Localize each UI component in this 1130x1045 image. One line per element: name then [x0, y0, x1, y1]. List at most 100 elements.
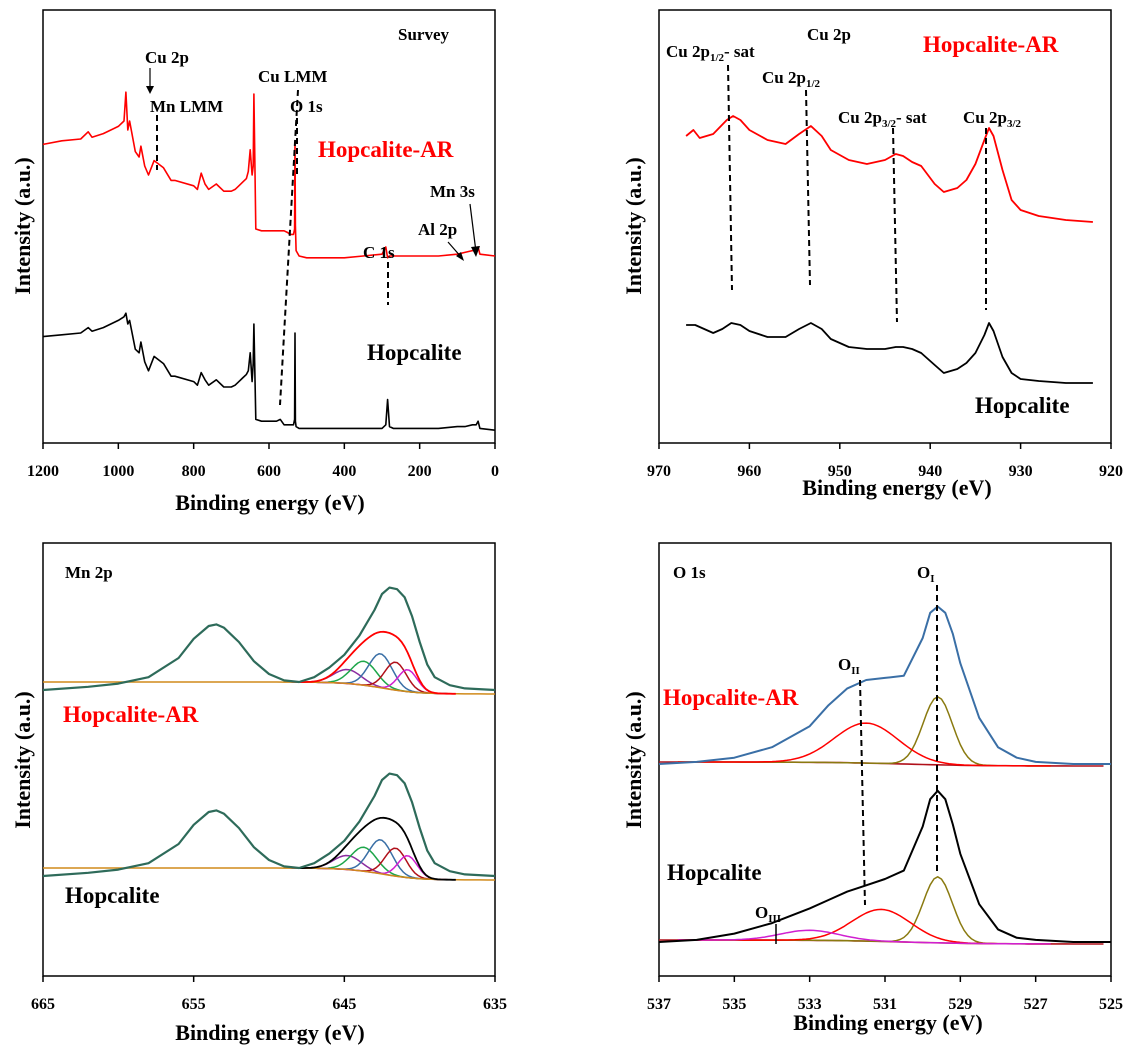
cu-2p32-sat-main: Cu 2p: [838, 108, 882, 127]
cu-2p32-sat-label: Cu 2p3/2- sat: [838, 108, 927, 130]
survey-xtick-label: 1200: [27, 463, 59, 480]
c1s-label: C 1s: [363, 243, 395, 262]
survey-xlabel: Binding energy (eV): [175, 490, 364, 515]
oii-dashed-line: [859, 679, 866, 906]
o1s-xtick-label: 537: [647, 996, 671, 1013]
tick-layer: 1200 1000 800 600 400 200 0 970 960 950 940 930 920 6…: [27, 443, 1123, 1013]
cu-lmm-label: Cu LMM: [258, 67, 327, 86]
mn2p-xlabel: Binding energy (eV): [175, 1020, 364, 1045]
curve-layer: [42, 91, 1111, 945]
o1s-xtick-label: 531: [873, 996, 897, 1013]
mn2p-xtick-label: 665: [31, 996, 55, 1013]
cu-2p32-label: Cu 2p3/2: [963, 108, 1021, 130]
survey-hopcalite-label: Hopcalite: [367, 340, 462, 365]
cu2p-xtick-label: 970: [647, 463, 671, 480]
survey-xtick-label: 600: [257, 463, 281, 480]
oiii-sub: III: [768, 913, 781, 925]
cu2p-xtick-label: 940: [918, 463, 942, 480]
o1s-xtick-label: 527: [1024, 996, 1048, 1013]
cu2p-hopcalite-ar-label: Hopcalite-AR: [923, 32, 1059, 57]
survey-xtick-label: 1000: [102, 463, 134, 480]
oiii-label: OIII: [755, 903, 781, 925]
o1s-xtick-label: 529: [948, 996, 972, 1013]
mn2p-ylabel: Intensity (a.u.): [10, 691, 35, 829]
survey-title: Survey: [398, 25, 450, 44]
oii-sub: II: [851, 665, 860, 677]
mn2p-hopcalite-ar-label: Hopcalite-AR: [63, 702, 199, 727]
cu-2p32-main: Cu 2p: [963, 108, 1007, 127]
mn2p-plot-frame: [42, 542, 496, 977]
mn2p-xtick-label: 645: [332, 996, 356, 1013]
o1s-ar-component-1: [677, 722, 1051, 767]
o1s-hop-envelope: [658, 789, 1111, 943]
oi-main: O: [917, 563, 930, 582]
cu-2p12-label: Cu 2p1/2: [762, 68, 820, 90]
survey-ylabel: Intensity (a.u.): [10, 157, 35, 295]
o1s-xtick-label: 535: [722, 996, 746, 1013]
o1s-peak-label: O 1s: [290, 97, 323, 116]
cu-2p32-sub: 3/2: [1007, 118, 1022, 130]
cu-lmm-dashed-line: [279, 89, 299, 406]
o1s-hopcalite-label: Hopcalite: [667, 860, 762, 885]
survey-xtick-label: 0: [491, 463, 499, 480]
cu-2p32-sat-dashed-line: [892, 127, 898, 323]
mn2p-hop-background: [43, 867, 495, 881]
mn-lmm-label: Mn LMM: [150, 97, 223, 116]
mn2p-title: Mn 2p: [65, 563, 113, 582]
mn2p-ar-data-line: [42, 586, 496, 692]
cu2p-xtick-label: 930: [1009, 463, 1033, 480]
cu2p-ylabel: Intensity (a.u.): [621, 157, 646, 295]
cu2p-plot-frame: [658, 9, 1112, 444]
oi-sub: I: [930, 573, 934, 585]
cu-2p12-sat-tail: - sat: [724, 42, 755, 61]
cu2p-xtick-label: 950: [828, 463, 852, 480]
mn2p-ar-component-1: [291, 660, 455, 695]
cu-2p12-sat-label: Cu 2p1/2- sat: [666, 42, 755, 64]
cu2p-hopcalite-label: Hopcalite: [975, 393, 1070, 418]
survey-xtick-label: 400: [332, 463, 356, 480]
o1s-xtick-label: 525: [1099, 996, 1123, 1013]
cu-2p32-sat-sub: 3/2: [882, 118, 897, 130]
o1s-xlabel: Binding energy (eV): [793, 1010, 982, 1035]
cu-2p12-sat-dashed-line: [727, 64, 733, 291]
survey-hopcalite-ar-label: Hopcalite-AR: [318, 137, 454, 162]
mn2p-hop-envelope: [299, 816, 456, 881]
mn2p-hop-data-line: [42, 772, 496, 878]
mn2p-ar-envelope: [299, 630, 456, 695]
mn2p-hop-component-1: [291, 846, 455, 881]
o1s-xtick-label: 533: [798, 996, 822, 1013]
mn2p-hopcalite-label: Hopcalite: [65, 883, 160, 908]
al2p-arrowhead: [456, 252, 464, 261]
o1s-ylabel: Intensity (a.u.): [621, 691, 646, 829]
cu2p-peak-label: Cu 2p: [145, 48, 189, 67]
cu-2p12-sat-main: Cu 2p: [666, 42, 710, 61]
mn2p-xtick-label: 655: [182, 996, 206, 1013]
o1s-hop-component-2: [677, 929, 1051, 945]
cu2p-xtick-label: 960: [737, 463, 761, 480]
mn3s-label: Mn 3s: [430, 182, 475, 201]
o1s-hopcalite-ar-label: Hopcalite-AR: [663, 685, 799, 710]
mn2p-ar-component-2: [291, 653, 455, 695]
cu2p-xlabel: Binding energy (eV): [802, 475, 991, 500]
oi-label: OI: [917, 563, 935, 585]
oii-main: O: [838, 655, 851, 674]
mn2p-xtick-label: 635: [483, 996, 507, 1013]
survey-xtick-label: 200: [408, 463, 432, 480]
o1s-title: O 1s: [673, 563, 706, 582]
cu-2p12-sub: 1/2: [806, 78, 821, 90]
mn2p-ar-background: [43, 681, 495, 695]
cu2p-title: Cu 2p: [807, 25, 851, 44]
cu-2p32-sat-tail: - sat: [896, 108, 927, 127]
al2p-label: Al 2p: [418, 220, 457, 239]
survey-xtick-label: 800: [182, 463, 206, 480]
cu2p-arrowhead: [146, 86, 154, 94]
mn3s-arrow: [469, 203, 477, 253]
cu-2p12-sat-sub: 1/2: [710, 52, 725, 64]
oii-label: OII: [838, 655, 860, 677]
mn3s-arrowhead: [471, 246, 480, 257]
o1s-ar-envelope: [658, 605, 1111, 765]
cu2p-xtick-label: 920: [1099, 463, 1123, 480]
mn2p-hop-component-2: [291, 839, 455, 881]
cu2p-hopcalite-line: [686, 322, 1093, 384]
